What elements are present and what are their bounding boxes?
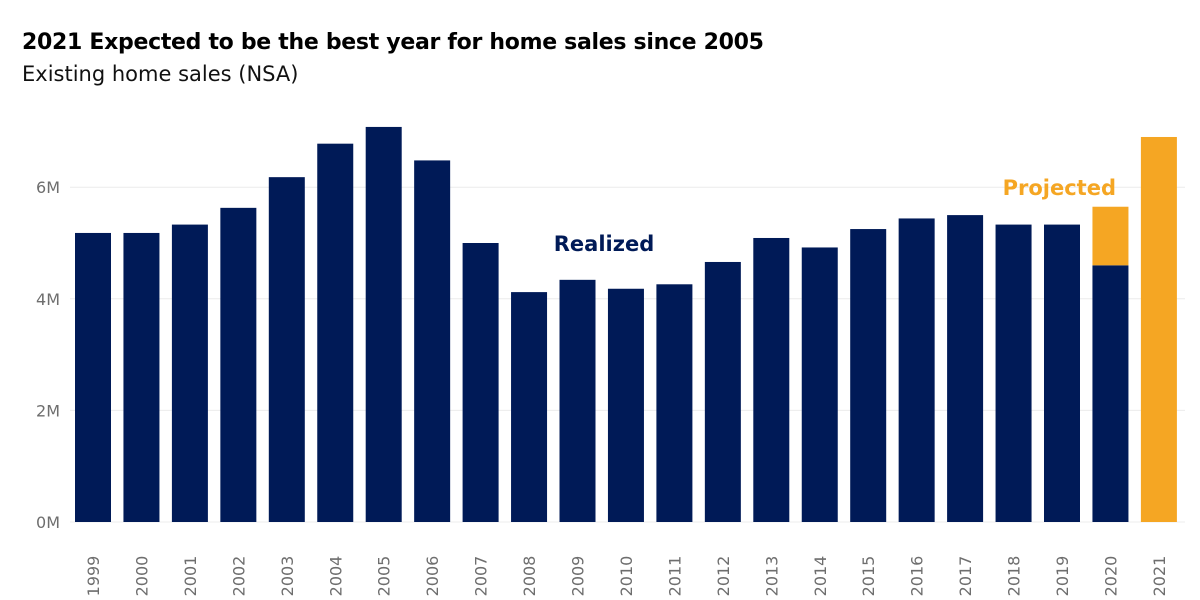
x-tick-label: 2015 xyxy=(859,556,878,597)
bar-realized-2017 xyxy=(947,215,984,522)
bar-realized-2015 xyxy=(850,229,887,523)
x-tick-label: 2007 xyxy=(472,556,491,597)
y-tick-label: 0M xyxy=(36,513,60,532)
x-tick-label: 2005 xyxy=(375,556,394,597)
x-tick-label: 2010 xyxy=(617,556,636,597)
bar-projected-2020 xyxy=(1092,206,1129,266)
x-tick-label: 2012 xyxy=(714,556,733,597)
bar-realized-2014 xyxy=(801,247,838,523)
y-tick-label: 2M xyxy=(36,401,60,420)
x-tick-label: 2000 xyxy=(132,556,151,597)
bar-realized-2006 xyxy=(414,160,451,522)
bar-realized-2008 xyxy=(511,292,548,522)
bar-realized-2001 xyxy=(171,224,208,522)
bar-realized-1999 xyxy=(75,232,111,522)
bar-realized-2012 xyxy=(704,261,741,522)
x-tick-label: 2013 xyxy=(762,556,781,597)
x-tick-label: 2002 xyxy=(229,556,248,597)
x-tick-label: 2018 xyxy=(1005,556,1024,597)
x-tick-label: 2004 xyxy=(326,556,345,597)
x-tick-label: 2017 xyxy=(956,556,975,597)
bar-realized-2000 xyxy=(123,232,160,522)
x-tick-label: 2003 xyxy=(278,556,297,597)
bar-realized-2011 xyxy=(656,284,693,522)
x-tick-label: 2020 xyxy=(1101,556,1120,597)
bar-realized-2003 xyxy=(268,177,305,522)
x-tick-label: 2008 xyxy=(520,556,539,597)
chart-subtitle: Existing home sales (NSA) xyxy=(22,62,299,86)
y-tick-label: 6M xyxy=(36,178,60,197)
annotation-projected: Projected xyxy=(1003,176,1116,200)
x-tick-label: 2014 xyxy=(811,556,830,597)
x-tick-label: 2021 xyxy=(1150,556,1169,597)
bar-realized-2020 xyxy=(1092,265,1129,522)
bar-projected-2021 xyxy=(1140,136,1177,523)
bar-realized-2009 xyxy=(559,279,596,522)
chart-title: 2021 Expected to be the best year for ho… xyxy=(22,30,764,55)
x-tick-label: 2019 xyxy=(1053,556,1072,597)
x-tick-label: 2006 xyxy=(423,556,442,597)
bar-realized-2002 xyxy=(220,207,257,522)
bar-realized-2007 xyxy=(462,243,499,522)
y-tick-label: 4M xyxy=(36,290,60,309)
x-tick-label: 1999 xyxy=(84,556,103,597)
bar-realized-2018 xyxy=(995,224,1032,522)
bar-realized-2019 xyxy=(1044,224,1080,522)
x-tick-label: 2009 xyxy=(569,556,588,597)
bar-realized-2016 xyxy=(898,218,935,522)
bar-realized-2004 xyxy=(317,143,354,522)
bar-realized-2013 xyxy=(753,237,790,522)
annotation-realized: Realized xyxy=(554,232,654,256)
bar-realized-2005 xyxy=(365,126,402,522)
x-tick-label: 2001 xyxy=(181,556,200,597)
bar-realized-2010 xyxy=(607,288,644,522)
x-tick-label: 2016 xyxy=(908,556,927,597)
x-tick-label: 2011 xyxy=(665,556,684,597)
